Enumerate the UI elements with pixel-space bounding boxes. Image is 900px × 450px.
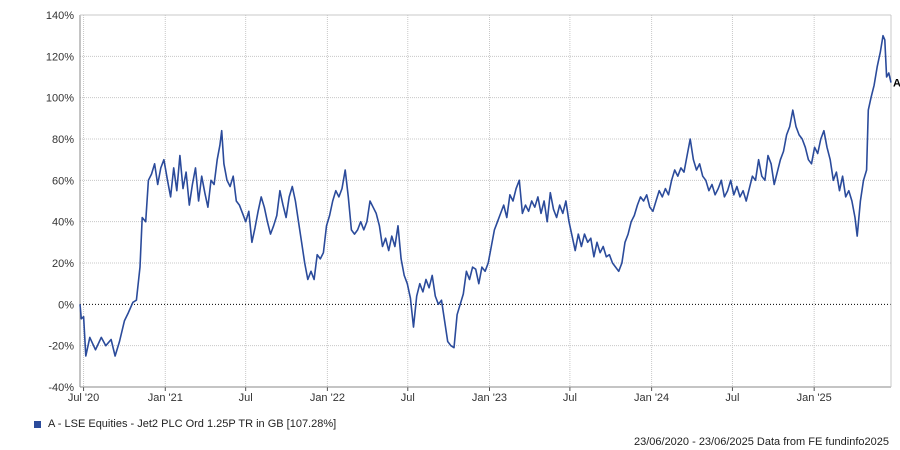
y-tick-label: 80% (52, 134, 74, 146)
axes (79, 14, 892, 391)
y-tick-label: -20% (48, 341, 74, 353)
x-tick-label: Jul (563, 392, 577, 404)
x-tick-label: Jan '24 (634, 392, 669, 404)
y-tick-label: 120% (46, 51, 74, 63)
y-tick-label: 40% (52, 217, 74, 229)
y-tick-label: 0% (58, 299, 74, 311)
data-source-footer: 23/06/2020 - 23/06/2025 Data from FE fun… (633, 436, 889, 448)
legend-label: A - LSE Equities - Jet2 PLC Ord 1.25P TR… (48, 418, 337, 430)
y-tick-label: 100% (46, 93, 74, 105)
x-tick-label: Jul (401, 392, 415, 404)
y-tick-label: -40% (48, 382, 74, 394)
y-tick-label: 20% (52, 258, 74, 270)
x-tick-labels: Jul '20 Jan '21 Jul Jan '22 Jul Jan '23 Jul Jan… (68, 392, 832, 404)
x-tick-label: Jul '20 (68, 392, 99, 404)
x-tick-label: Jul (725, 392, 739, 404)
gridlines (80, 14, 891, 388)
y-tick-label: 60% (52, 175, 74, 187)
x-tick-label: Jan '21 (148, 392, 183, 404)
legend: A - LSE Equities - Jet2 PLC Ord 1.25P TR… (34, 418, 336, 430)
y-tick-label: 140% (46, 10, 74, 22)
series-lines (79, 34, 892, 357)
x-tick-label: Jan '23 (472, 392, 507, 404)
legend-swatch (34, 420, 41, 428)
y-tick-labels: -40% -20% 0% 20% 40% 60% 80% 100% 120% 140% (46, 10, 74, 394)
series-end-labels: A (893, 78, 900, 90)
series-line (79, 34, 892, 357)
x-tick-label: Jul (239, 392, 253, 404)
x-tick-label: Jan '22 (310, 392, 345, 404)
x-tick-label: Jan '25 (797, 392, 832, 404)
series-end-label: A (893, 78, 900, 90)
